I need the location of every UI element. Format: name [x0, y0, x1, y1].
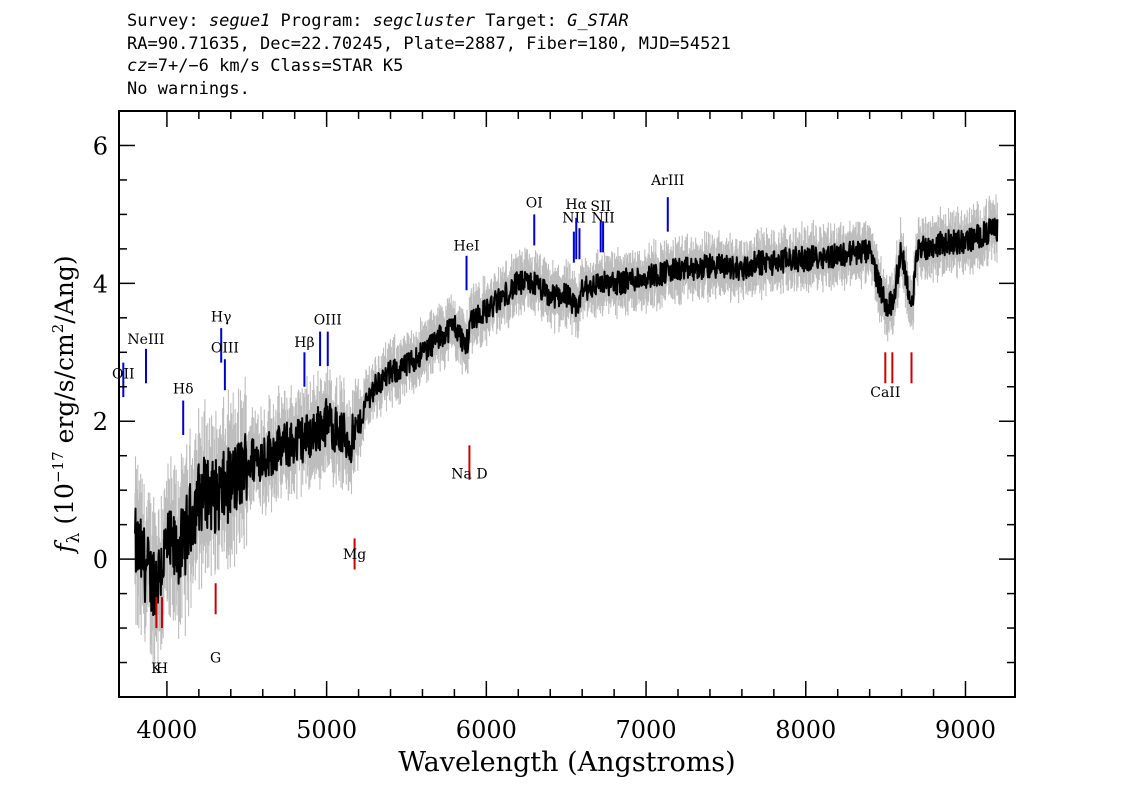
line-label: Hα [565, 197, 587, 213]
line-label: NeIII [127, 332, 164, 348]
target-value: G_STAR [567, 11, 629, 31]
flux-line [134, 217, 999, 617]
y-tick-label: 4 [93, 270, 108, 298]
cz-class-text: =7+/−6 km/s Class=STAR K5 [147, 56, 404, 76]
line-label: Na D [451, 466, 487, 482]
error-band-layer [134, 194, 998, 669]
line-label: HeI [454, 238, 480, 254]
line-label: NII [562, 211, 585, 227]
target-label: Target: [475, 11, 568, 31]
line-label: SII [590, 199, 611, 215]
line-label: G [210, 651, 221, 667]
header-line-1: Survey: segue1 Program: segcluster Targe… [127, 10, 731, 33]
x-tick-label: 9000 [935, 716, 996, 744]
error-band [134, 194, 998, 669]
header-line-3: cz=7+/−6 km/s Class=STAR K5 [127, 55, 731, 78]
line-label: NII [591, 211, 614, 227]
line-label: OII [112, 366, 135, 382]
spectrum-header: Survey: segue1 Program: segcluster Targe… [127, 10, 731, 100]
y-tick-label: 6 [93, 132, 108, 160]
survey-value: segue1 [208, 11, 271, 31]
x-tick-label: 7000 [616, 716, 677, 744]
y-axis-label: fλ (10−17 erg/s/cm2/Ang) [49, 255, 84, 554]
x-axis-label: Wavelength (Angstroms) [398, 747, 735, 778]
line-label: OI [526, 196, 543, 212]
line-label: OIII [211, 340, 239, 356]
x-tick-label: 8000 [775, 716, 836, 744]
line-label: H [156, 661, 168, 677]
y-tick-label: 0 [93, 546, 108, 574]
y-tick-label: 2 [93, 408, 108, 436]
plot-frame [118, 110, 1016, 698]
program-value: segcluster [372, 11, 476, 31]
line-label: CaII [870, 385, 900, 401]
header-line-4: No warnings. [127, 78, 250, 99]
line-label: Hβ [294, 335, 314, 351]
tick-labels: 4000 5000 6000 7000 8000 9000 0 2 4 6 [93, 132, 996, 744]
survey-label: Survey: [127, 11, 209, 31]
header-line-2: RA=90.71635, Dec=22.70245, Plate=2887, F… [127, 33, 731, 54]
line-label: K [151, 661, 162, 677]
axis-ticks [119, 110, 1015, 697]
x-tick-label: 5000 [296, 716, 357, 744]
line-label: ArIII [650, 173, 684, 189]
flux-layer [134, 217, 999, 617]
line-label: Mg [343, 547, 366, 563]
program-label: Program: [270, 11, 373, 31]
cz-label: cz [127, 56, 148, 76]
line-label: OIII [314, 313, 342, 329]
x-tick-label: 6000 [456, 716, 517, 744]
line-label: Hδ [173, 382, 194, 398]
line-label: Hγ [211, 309, 232, 325]
x-tick-label: 4000 [136, 716, 197, 744]
